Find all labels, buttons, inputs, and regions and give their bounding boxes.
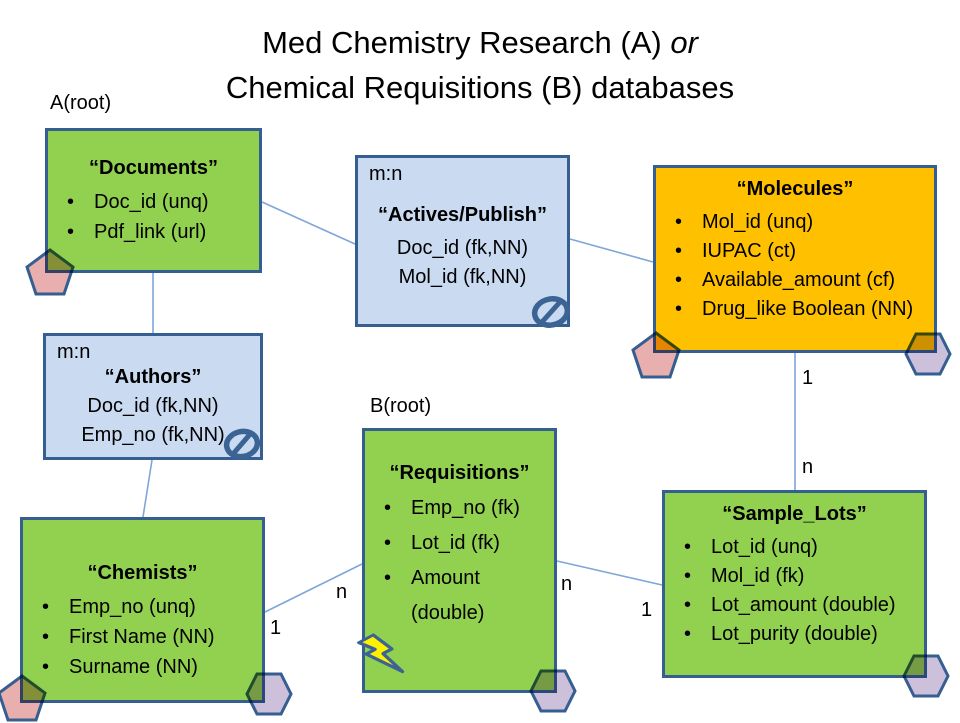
attribute-list: Doc_id (fk,NN) Mol_id (fk,NN) (358, 234, 567, 292)
entity-molecules[interactable]: “Molecules” Mol_id (unq) IUPAC (ct) Avai… (653, 165, 937, 353)
attribute-item: Lot_amount (double) (665, 591, 924, 620)
page-title-line2: Chemical Requisitions (B) databases (225, 70, 735, 105)
a-root-label: A(root) (50, 92, 112, 114)
page-title-line1: Med Chemistry Research (A) or (262, 25, 698, 60)
cardinality-label: 1 (270, 617, 282, 639)
attribute-item: Emp_no (fk) (365, 491, 554, 526)
attribute-item: Mol_id (fk) (665, 562, 924, 591)
relationship-line-requisitions-samplelots (556, 560, 663, 586)
relationship-line-chemists-requisitions (264, 563, 363, 613)
attribute-item: Surname (NN) (23, 652, 262, 682)
relationship-line-authors-chemists (142, 459, 153, 518)
cardinality-label: 1 (641, 599, 653, 621)
attribute-item: Lot_purity (double) (665, 620, 924, 649)
attribute-item: Available_amount (cf) (656, 266, 934, 295)
entity-requisitions[interactable]: “Requisitions” Emp_no (fk) Lot_id (fk) A… (362, 428, 557, 693)
entity-title: “Documents” (89, 157, 218, 179)
page-title: Med Chemistry Research (A) or Chemical R… (0, 20, 960, 110)
attribute-item: Doc_id (unq) (48, 187, 259, 217)
cardinality-label: n (336, 581, 348, 603)
attribute-item: Mol_id (fk,NN) (398, 266, 527, 288)
attribute-list: Doc_id (unq) Pdf_link (url) (48, 187, 259, 247)
attribute-list: Lot_id (unq) Mol_id (fk) Lot_amount (dou… (665, 533, 924, 649)
attribute-item: Amount (double) (365, 561, 554, 631)
attribute-item: Lot_id (fk) (365, 526, 554, 561)
attribute-item: Emp_no (unq) (23, 592, 262, 622)
attribute-item: Lot_id (unq) (665, 533, 924, 562)
attribute-item: Pdf_link (url) (48, 217, 259, 247)
cardinality-badge: m:n (57, 341, 91, 363)
cardinality-label: n (561, 573, 573, 595)
b-root-label: B(root) (370, 395, 432, 417)
cardinality-label: 1 (802, 367, 814, 389)
attribute-item: Doc_id (fk,NN) (396, 237, 529, 259)
entity-title: “Requisitions” (389, 462, 530, 484)
lightning-icon (357, 633, 405, 674)
attribute-list: Doc_id (fk,NN) Emp_no (fk,NN) (46, 392, 260, 450)
entity-title: “Actives/Publish” (378, 204, 547, 226)
attribute-item: Emp_no (fk,NN) (81, 424, 225, 446)
attribute-list: Emp_no (fk) Lot_id (fk) Amount (double) (365, 491, 554, 631)
attribute-item: Doc_id (fk,NN) (87, 395, 219, 417)
page-title-or: or (670, 25, 698, 60)
entity-chemists[interactable]: “Chemists” Emp_no (unq) First Name (NN) … (20, 517, 265, 703)
attribute-item: Mol_id (unq) (656, 208, 934, 237)
entity-title: “Sample_Lots” (722, 503, 867, 525)
attribute-item: IUPAC (ct) (656, 237, 934, 266)
entity-actives-publish[interactable]: m:n “Actives/Publish” Doc_id (fk,NN) Mol… (355, 155, 570, 327)
no-entry-icon (531, 296, 571, 328)
attribute-list: Emp_no (unq) First Name (NN) Surname (NN… (23, 592, 262, 682)
entity-documents[interactable]: “Documents” Doc_id (unq) Pdf_link (url) (45, 128, 262, 273)
entity-sample-lots[interactable]: “Sample_Lots” Lot_id (unq) Mol_id (fk) L… (662, 490, 927, 678)
relationship-line-documents-actives (261, 201, 356, 245)
entity-title: “Chemists” (87, 562, 198, 584)
entity-authors[interactable]: m:n “Authors” Doc_id (fk,NN) Emp_no (fk,… (43, 333, 263, 460)
attribute-item: First Name (NN) (23, 622, 262, 652)
cardinality-badge: m:n (369, 163, 403, 185)
entity-title: “Molecules” (736, 178, 854, 200)
no-entry-icon (223, 428, 261, 460)
cardinality-label: n (802, 456, 814, 478)
relationship-line-actives-molecules (569, 238, 654, 263)
entity-title: “Authors” (104, 366, 202, 388)
attribute-item: Drug_like Boolean (NN) (656, 295, 934, 324)
attribute-list: Mol_id (unq) IUPAC (ct) Available_amount… (656, 208, 934, 324)
